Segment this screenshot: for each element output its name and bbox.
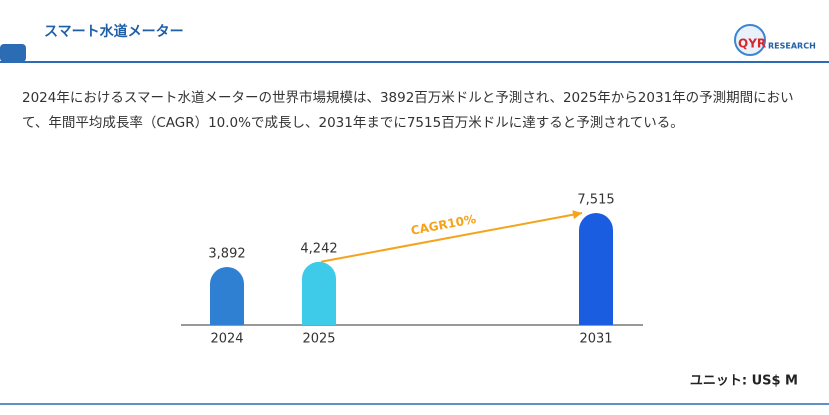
x-tick-label: 2025 <box>302 332 335 347</box>
cagr-arrow <box>320 212 583 263</box>
logo-mark: QYR <box>738 37 766 51</box>
x-tick-label: 2024 <box>210 332 243 347</box>
value-label: 4,242 <box>300 241 337 256</box>
unit-label: ユニット: US$ M <box>690 374 798 389</box>
bar <box>210 266 244 325</box>
description: 2024年におけるスマート水道メーターの世界市場規模は、3892百万米ドルと予測… <box>22 90 794 131</box>
value-label: 7,515 <box>577 193 614 208</box>
header-tab <box>0 44 26 62</box>
cagr-arrowhead <box>572 210 582 220</box>
bar <box>579 213 613 325</box>
value-label: 3,892 <box>208 246 245 261</box>
x-tick-label: 2031 <box>579 332 612 347</box>
logo-text: RESEARCH <box>768 42 816 51</box>
bar <box>302 261 336 325</box>
header-title: スマート水道メーター <box>44 23 184 40</box>
logo-circle <box>734 24 766 56</box>
